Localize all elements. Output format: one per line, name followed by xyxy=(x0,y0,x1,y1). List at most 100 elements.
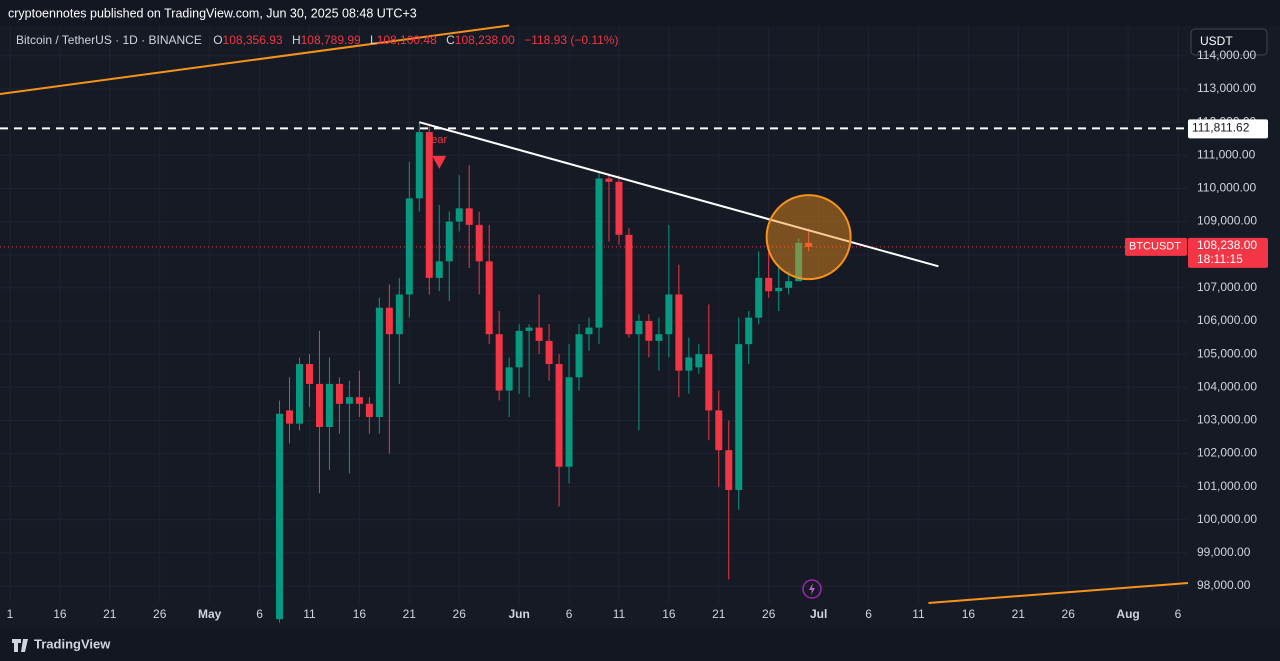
x-tick-label: 6 xyxy=(865,607,872,621)
x-tick-label: 16 xyxy=(353,607,367,621)
currency-button[interactable] xyxy=(1190,28,1268,56)
candle-body xyxy=(325,383,333,427)
x-tick-label: 21 xyxy=(1012,607,1026,621)
candle-body xyxy=(575,334,583,378)
x-tick-label: 11 xyxy=(912,607,925,621)
ohlc-key: H xyxy=(292,33,301,47)
candle-body xyxy=(785,281,793,288)
candle-body xyxy=(286,410,294,424)
candle-body xyxy=(425,132,433,278)
x-tick-label: 6 xyxy=(566,607,573,621)
y-tick-label: 101,000.00 xyxy=(1197,479,1257,493)
price-label: 108,238.00 xyxy=(1197,238,1257,252)
candle-body xyxy=(535,327,543,341)
candle-body xyxy=(735,344,743,490)
candle-body xyxy=(335,383,343,404)
y-tick-label: 99,000.00 xyxy=(1197,545,1251,559)
candle-body xyxy=(435,261,443,278)
x-tick-label: 21 xyxy=(403,607,417,621)
candle-body xyxy=(715,410,723,451)
candle-body xyxy=(755,277,763,318)
change: −118.93 (−0.11%) xyxy=(524,33,618,47)
channel-line xyxy=(928,582,1189,604)
candle-body xyxy=(605,178,613,182)
x-tick-label: 1 xyxy=(7,607,14,621)
event-icon-bolt xyxy=(809,583,815,595)
y-tick-label: 113,000.00 xyxy=(1197,81,1256,95)
x-tick-label: 26 xyxy=(453,607,467,621)
ohlc-value: 108,356.93 xyxy=(223,33,283,47)
footer xyxy=(0,629,1280,661)
candle-body xyxy=(655,334,663,341)
channel-line xyxy=(0,24,510,96)
candle-body xyxy=(555,364,563,467)
y-tick-label: 107,000.00 xyxy=(1197,280,1257,294)
candle-body xyxy=(305,364,313,384)
candle-body xyxy=(585,327,593,335)
candle-body xyxy=(665,294,673,335)
candle-body xyxy=(775,287,783,292)
candle-body xyxy=(635,320,643,335)
candle-body xyxy=(495,334,503,391)
level-label: 111,811.62 xyxy=(1192,121,1250,135)
y-tick-label: 100,000.00 xyxy=(1197,512,1257,526)
event-icon[interactable] xyxy=(802,579,822,599)
ohlc-key: C xyxy=(446,33,455,47)
candle-body xyxy=(805,242,813,247)
y-tick-label: 104,000.00 xyxy=(1197,379,1257,393)
ohlc-value: 108,238.00 xyxy=(455,33,515,47)
y-tick-label: 98,000.00 xyxy=(1197,578,1251,592)
candle-body xyxy=(515,330,523,368)
ohlc-key: O xyxy=(213,33,222,47)
price-tag xyxy=(1188,237,1268,268)
candle-body xyxy=(345,397,353,404)
x-tick-label: 26 xyxy=(762,607,776,621)
signal-label: ear xyxy=(431,134,447,146)
candle-body xyxy=(645,320,653,341)
candle-body xyxy=(595,178,603,328)
x-tick-label: 6 xyxy=(256,607,263,621)
candle-body xyxy=(415,132,423,199)
y-tick-label: 102,000.00 xyxy=(1197,446,1257,460)
x-tick-label: Jun xyxy=(508,607,529,621)
currency[interactable]: USDT xyxy=(1200,34,1233,48)
x-tick-label: 16 xyxy=(53,607,67,621)
x-tick-label: Jul xyxy=(810,607,827,621)
candle-body xyxy=(765,277,773,292)
ohlc-value: 108,789.99 xyxy=(301,33,361,47)
candle-body xyxy=(465,208,473,225)
x-tick-label: 6 xyxy=(1175,607,1182,621)
y-tick-label: 110,000.00 xyxy=(1197,181,1256,195)
candle-body xyxy=(485,261,493,335)
x-tick-label: Aug xyxy=(1116,607,1139,621)
candle-body xyxy=(545,340,553,365)
candle-body xyxy=(365,403,373,418)
y-tick-label: 114,000.00 xyxy=(1197,48,1256,62)
symbol-label: BTCUSDT xyxy=(1129,241,1181,253)
y-tick-label: 109,000.00 xyxy=(1197,214,1257,228)
candle-body xyxy=(405,198,413,295)
candle-body xyxy=(565,377,573,467)
highlight-circle xyxy=(765,194,852,281)
published: cryptoennotes published on TradingView.c… xyxy=(8,6,417,20)
candle-body xyxy=(685,357,693,371)
y-tick-label: 111,000.00 xyxy=(1197,147,1256,161)
symbol-tag xyxy=(1125,237,1187,256)
x-tick-label: 11 xyxy=(613,607,626,621)
ohlc-value: 108,100.48 xyxy=(377,33,437,47)
x-tick-label: 21 xyxy=(103,607,117,621)
candle-body xyxy=(705,354,713,411)
candle-body xyxy=(725,450,733,490)
level-tag xyxy=(1188,119,1268,139)
signal-marker xyxy=(432,155,447,169)
candle-body xyxy=(315,383,323,427)
ohlc-key: L xyxy=(370,33,377,47)
trendline xyxy=(419,121,939,268)
x-tick-label: May xyxy=(198,607,222,621)
candle-body xyxy=(795,242,803,282)
y-tick-label: 105,000.00 xyxy=(1197,346,1257,360)
candle-body xyxy=(625,234,633,335)
y-tick-label: 106,000.00 xyxy=(1197,313,1257,327)
